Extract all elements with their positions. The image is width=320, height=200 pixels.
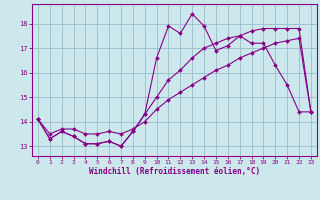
X-axis label: Windchill (Refroidissement éolien,°C): Windchill (Refroidissement éolien,°C) — [89, 167, 260, 176]
